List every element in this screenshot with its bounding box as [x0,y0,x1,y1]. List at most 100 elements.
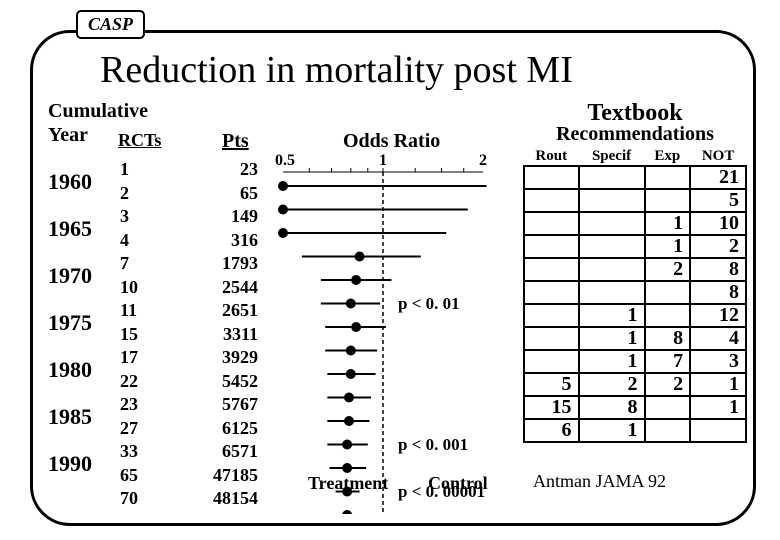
x-label-control: Control [428,473,488,494]
x-label-treatment: Treatment [308,473,388,494]
p-value-annotation: p < 0. 001 [398,435,468,455]
pts-value: 3311 [198,323,258,347]
table-cell: 5 [524,373,579,396]
hdr-pts: Pts [222,130,249,153]
rct-value: 2 [120,182,160,206]
table-cell [524,281,579,304]
table-row: 8 [524,281,746,304]
table-cell [645,166,691,189]
pts-value: 65 [198,182,258,206]
table-row: 21 [524,166,746,189]
table-cell [645,396,691,419]
pts-value: 5452 [198,370,258,394]
rct-value: 1 [120,158,160,182]
table-cell: 1 [579,327,645,350]
table-cell: 1 [579,304,645,327]
content-area: Cumulative Year RCTs Pts 196019651970197… [48,100,748,500]
table-cell [579,212,645,235]
pts-value: 2651 [198,299,258,323]
table-cell: 1 [690,396,746,419]
rct-value: 23 [120,393,160,417]
table-cell: 1 [579,419,645,442]
table-row: 61 [524,419,746,442]
table-cell: 2 [690,235,746,258]
citation: Antman JAMA 92 [533,471,666,492]
table-row: 184 [524,327,746,350]
table-row: 5 [524,189,746,212]
table-cell: 3 [690,350,746,373]
pts-value: 2544 [198,276,258,300]
table-header: Specif [579,148,645,166]
pts-value: 47185 [198,464,258,488]
table-cell: 2 [579,373,645,396]
hdr-year: Year [48,124,88,147]
table-row: 28 [524,258,746,281]
table-cell: 5 [690,189,746,212]
table-cell [579,281,645,304]
table-row: 173 [524,350,746,373]
rct-value: 17 [120,346,160,370]
table-cell: 8 [579,396,645,419]
year-label: 1965 [48,217,108,264]
p-value-annotation: p < 0. 01 [398,294,460,314]
table-cell [645,281,691,304]
table-cell: 10 [690,212,746,235]
table-cell [524,189,579,212]
textbook-block: Textbook Recommendations RoutSpecifExpNO… [523,100,747,443]
forest-plot: Odds Ratio 0.5 1 2 p < 0. 01p < 0. 001p … [263,130,513,510]
table-cell: 2 [645,258,691,281]
table-header: NOT [690,148,746,166]
table-row: 5221 [524,373,746,396]
table-cell [524,258,579,281]
table-cell [524,350,579,373]
year-label: 1975 [48,311,108,358]
rct-value: 10 [120,276,160,300]
rct-value: 7 [120,252,160,276]
rct-value: 27 [120,417,160,441]
pts-value: 6571 [198,440,258,464]
table-cell [690,419,746,442]
year-label: 1985 [48,405,108,452]
table-cell [524,304,579,327]
slide-title: Reduction in mortality post MI [100,48,573,92]
pts-value: 1793 [198,252,258,276]
rct-value: 4 [120,229,160,253]
year-label: 1970 [48,264,108,311]
pts-column: 2365149316179325442651331139295452576761… [198,158,258,511]
casp-badge: CASP [76,10,145,39]
year-column: 1960196519701975198019851990 [48,170,108,499]
table-cell [524,166,579,189]
table-cell [579,189,645,212]
table-cell: 2 [645,373,691,396]
table-cell [645,419,691,442]
pts-value: 316 [198,229,258,253]
table-cell: 8 [645,327,691,350]
rct-value: 22 [120,370,160,394]
table-cell [524,212,579,235]
table-cell: 8 [690,281,746,304]
rcts-column: 1234710111517222327336570 [120,158,160,511]
table-row: 12 [524,235,746,258]
table-row: 110 [524,212,746,235]
table-header: Exp [645,148,691,166]
rct-value: 70 [120,487,160,511]
year-label: 1980 [48,358,108,405]
pts-value: 48154 [198,487,258,511]
table-cell: 4 [690,327,746,350]
table-cell: 1 [645,212,691,235]
pts-value: 23 [198,158,258,182]
table-row: 1 12 [524,304,746,327]
table-cell: 1 [579,350,645,373]
textbook-subtitle: Recommendations [523,123,747,146]
table-cell [579,258,645,281]
table-cell [524,327,579,350]
rct-value: 15 [120,323,160,347]
year-label: 1960 [48,170,108,217]
table-cell: 7 [645,350,691,373]
table-cell: 12 [690,304,746,327]
table-cell [645,304,691,327]
table-cell: 15 [524,396,579,419]
table-cell [645,189,691,212]
table-cell: 21 [690,166,746,189]
table-cell: 6 [524,419,579,442]
